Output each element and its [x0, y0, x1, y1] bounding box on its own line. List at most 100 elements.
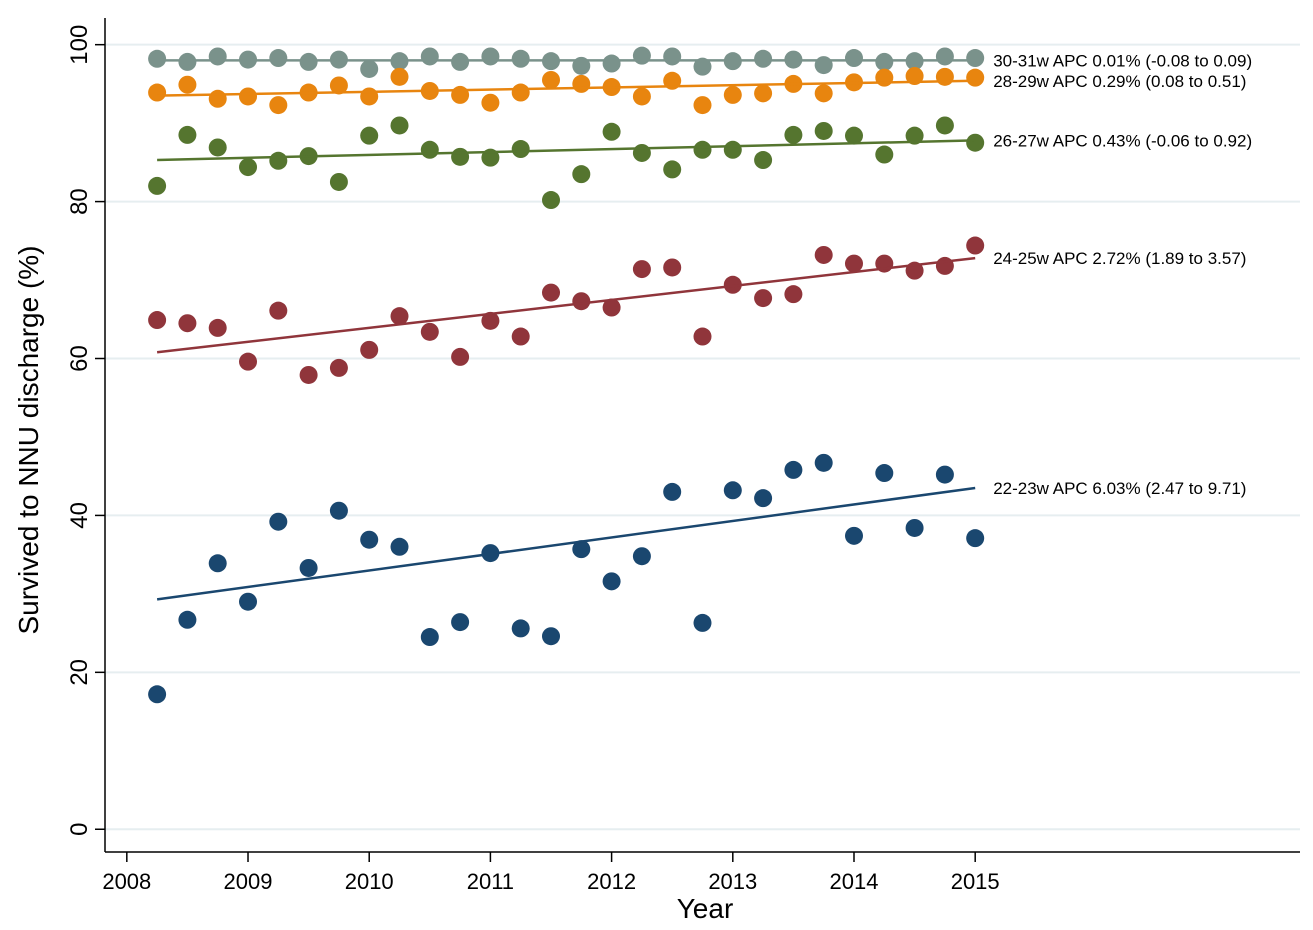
point [481, 311, 500, 330]
point [148, 311, 167, 330]
point [754, 489, 773, 508]
point [420, 47, 439, 66]
point [299, 52, 318, 71]
point [329, 76, 348, 95]
point [784, 125, 803, 144]
point [693, 613, 712, 632]
point [844, 526, 863, 545]
point [572, 165, 591, 184]
series-label: 22-23w APC 6.03% (2.47 to 9.71) [993, 479, 1246, 498]
point [390, 116, 409, 135]
point [269, 301, 288, 320]
point [723, 85, 742, 104]
trend-line [156, 256, 976, 354]
point [844, 126, 863, 145]
series-label: 28-29w APC 0.29% (0.08 to 0.51) [993, 72, 1246, 91]
point [148, 685, 167, 704]
y-tick-label: 60 [66, 345, 93, 372]
point [360, 530, 379, 549]
point [935, 67, 954, 86]
point [239, 592, 258, 611]
point [451, 52, 470, 71]
point [148, 49, 167, 68]
point [693, 140, 712, 159]
point [451, 613, 470, 632]
x-tick-label: 2008 [102, 869, 151, 894]
point [481, 47, 500, 66]
point [511, 83, 530, 102]
point [360, 340, 379, 359]
y-tick-label: 20 [66, 659, 93, 686]
point [814, 245, 833, 264]
point [814, 84, 833, 103]
x-tick-label: 2013 [708, 869, 757, 894]
point [329, 172, 348, 191]
series-label: 30-31w APC 0.01% (-0.08 to 0.09) [993, 51, 1252, 70]
point [178, 125, 197, 144]
point [844, 49, 863, 68]
y-tick-label: 0 [66, 823, 93, 836]
point [542, 627, 561, 646]
point [239, 87, 258, 106]
point [299, 558, 318, 577]
point [966, 68, 985, 87]
point [754, 84, 773, 103]
point [935, 465, 954, 484]
y-tick-label: 40 [66, 502, 93, 529]
point [905, 518, 924, 537]
point [935, 47, 954, 66]
point [208, 138, 227, 157]
point [178, 52, 197, 71]
point [390, 537, 409, 556]
point [148, 83, 167, 102]
point [481, 93, 500, 112]
point [178, 75, 197, 94]
point [329, 358, 348, 377]
point [632, 87, 651, 106]
point [602, 54, 621, 73]
point [966, 529, 985, 548]
point [693, 327, 712, 346]
point [511, 140, 530, 159]
point [572, 74, 591, 93]
point [511, 619, 530, 638]
y-tick-label: 80 [66, 188, 93, 215]
x-tick-label: 2011 [467, 869, 514, 894]
point [542, 191, 561, 210]
point [632, 260, 651, 279]
point [360, 87, 379, 106]
series-label: 26-27w APC 0.43% (-0.06 to 0.92) [993, 131, 1252, 150]
point [269, 512, 288, 531]
point [208, 47, 227, 66]
x-tick-label: 2014 [830, 869, 879, 894]
point [875, 464, 894, 483]
point [208, 318, 227, 337]
point [390, 67, 409, 86]
point [905, 126, 924, 145]
x-tick-label: 2010 [345, 869, 394, 894]
point [693, 96, 712, 115]
point [875, 145, 894, 164]
point [360, 126, 379, 145]
point [239, 158, 258, 177]
point [572, 540, 591, 559]
point [844, 254, 863, 273]
x-tick-label: 2012 [587, 869, 636, 894]
point [663, 47, 682, 66]
point [178, 610, 197, 629]
point [148, 176, 167, 195]
point [239, 352, 258, 371]
point [390, 307, 409, 326]
point [966, 236, 985, 255]
point [602, 122, 621, 141]
point [723, 140, 742, 159]
point [754, 151, 773, 170]
y-tick-label: 100 [66, 25, 93, 65]
point [632, 143, 651, 162]
point [542, 70, 561, 89]
point [451, 347, 470, 366]
point [451, 147, 470, 166]
trend-line [156, 486, 976, 601]
point [299, 365, 318, 384]
point [602, 572, 621, 591]
